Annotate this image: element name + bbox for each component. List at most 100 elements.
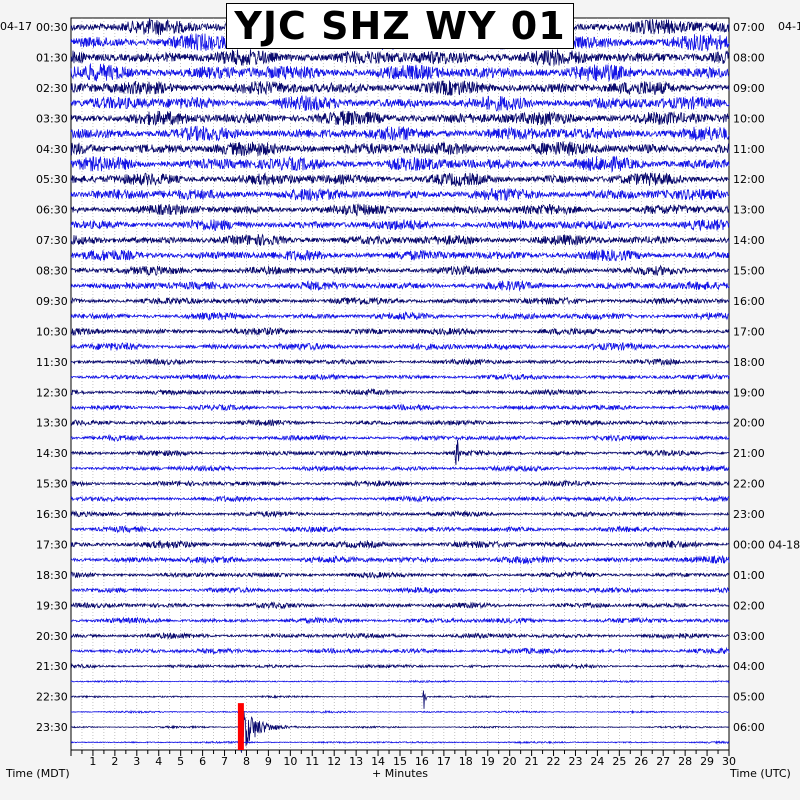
trace-row-18 (70, 279, 730, 292)
trace-row-36 (70, 554, 730, 566)
right-axis-title: Time (UTC) (730, 767, 791, 780)
right-time-tick: 19:00 (733, 386, 765, 399)
right-time-tick: 01:00 (733, 569, 765, 582)
trace-row-29 (70, 439, 730, 465)
trace-row-40 (70, 616, 730, 625)
trace-row-43 (70, 662, 730, 670)
right-time-tick: 07:00 (733, 21, 765, 34)
trace-row-17 (70, 264, 730, 277)
trace-row-9 (70, 141, 730, 157)
trace-row-44 (70, 679, 730, 684)
trace-row-48 (70, 740, 730, 745)
trace-row-33 (70, 509, 730, 518)
right-time-tick: 15:00 (733, 265, 765, 278)
x-tick-label: 21 (525, 755, 539, 768)
trace-row-42 (70, 646, 730, 655)
left-time-tick: 08:30 (36, 265, 68, 278)
right-time-tick: 04:00 (733, 660, 765, 673)
trace-row-13 (70, 202, 730, 217)
x-tick-label: 5 (177, 755, 184, 768)
x-tick-label: 23 (568, 755, 582, 768)
left-time-tick: 07:30 (36, 234, 68, 247)
right-time-tick: 13:00 (733, 204, 765, 217)
right-time-tick: 18:00 (733, 356, 765, 369)
right-time-tick: 14:00 (733, 234, 765, 247)
left-time-tick: 14:30 (36, 447, 68, 460)
right-time-tick: 21:00 (733, 447, 765, 460)
left-time-tick: 16:30 (36, 508, 68, 521)
x-tick-label: 2 (111, 755, 118, 768)
trace-row-5 (70, 80, 730, 96)
right-time-tick: 06:00 (733, 721, 765, 734)
trace-row-39 (70, 601, 730, 610)
x-tick-label: 4 (155, 755, 162, 768)
trace-row-34 (70, 524, 730, 534)
left-time-tick: 05:30 (36, 173, 68, 186)
x-tick-label: 24 (590, 755, 604, 768)
trace-row-6 (70, 94, 730, 112)
left-time-tick: 10:30 (36, 325, 68, 338)
x-tick-label: 3 (133, 755, 140, 768)
x-tick-label: 16 (415, 755, 429, 768)
x-tick-label: 19 (481, 755, 495, 768)
trace-row-20 (70, 310, 730, 322)
trace-row-27 (70, 418, 730, 427)
left-time-tick: 09:30 (36, 295, 68, 308)
event-marker (237, 703, 244, 750)
trace-row-14 (70, 219, 730, 232)
x-tick-label: 29 (700, 755, 714, 768)
trace-row-26 (70, 403, 730, 412)
trace-row-15 (70, 233, 730, 246)
trace-row-12 (70, 187, 730, 201)
trace-row-11 (70, 172, 730, 188)
left-time-tick: 12:30 (36, 386, 68, 399)
right-time-tick: 08:00 (733, 51, 765, 64)
trace-row-4 (70, 62, 730, 82)
x-axis-title: + Minutes (372, 767, 429, 780)
right-time-tick: 17:00 (733, 325, 765, 338)
left-time-tick: 17:30 (36, 538, 68, 551)
trace-row-32 (70, 494, 730, 504)
trace-row-41 (70, 631, 730, 640)
right-time-tick: 03:00 (733, 630, 765, 643)
right-time-tick: 02:00 (733, 599, 765, 612)
left-time-tick: 18:30 (36, 569, 68, 582)
trace-row-8 (70, 125, 730, 142)
trace-row-3 (70, 49, 730, 67)
trace-row-38 (70, 586, 730, 595)
x-tick-label: 27 (656, 755, 670, 768)
left-time-tick: 11:30 (36, 356, 68, 369)
x-tick-label: 11 (305, 755, 319, 768)
left-time-tick: 13:30 (36, 417, 68, 430)
trace-row-35 (70, 539, 730, 550)
x-tick-label: 28 (678, 755, 692, 768)
trace-row-19 (70, 296, 730, 306)
left-time-tick: 00:30 (36, 21, 68, 34)
left-time-tick: 23:30 (36, 721, 68, 734)
left-axis-title: Time (MDT) (6, 767, 70, 780)
left-time-tick: 22:30 (36, 691, 68, 704)
trace-row-28 (70, 433, 730, 443)
trace-row-25 (70, 387, 730, 397)
trace-row-22 (70, 342, 730, 352)
station-title: YJC SHZ WY 01 (226, 3, 574, 49)
trace-row-21 (70, 327, 730, 337)
left-time-tick: 03:30 (36, 112, 68, 125)
trace-row-46 (70, 709, 730, 715)
x-tick-label: 12 (327, 755, 341, 768)
right-time-tick: 05:00 (733, 691, 765, 704)
left-time-tick: 01:30 (36, 51, 68, 64)
left-time-tick: 04:30 (36, 143, 68, 156)
right-time-tick: 23:00 (733, 508, 765, 521)
trace-row-31 (70, 479, 730, 488)
left-time-tick: 20:30 (36, 630, 68, 643)
x-tick-label: 25 (612, 755, 626, 768)
trace-row-30 (70, 464, 730, 473)
trace-row-24 (70, 373, 730, 381)
x-tick-label: 8 (243, 755, 250, 768)
trace-row-7 (70, 110, 730, 127)
trace-row-10 (70, 155, 730, 173)
trace-row-16 (70, 249, 730, 262)
